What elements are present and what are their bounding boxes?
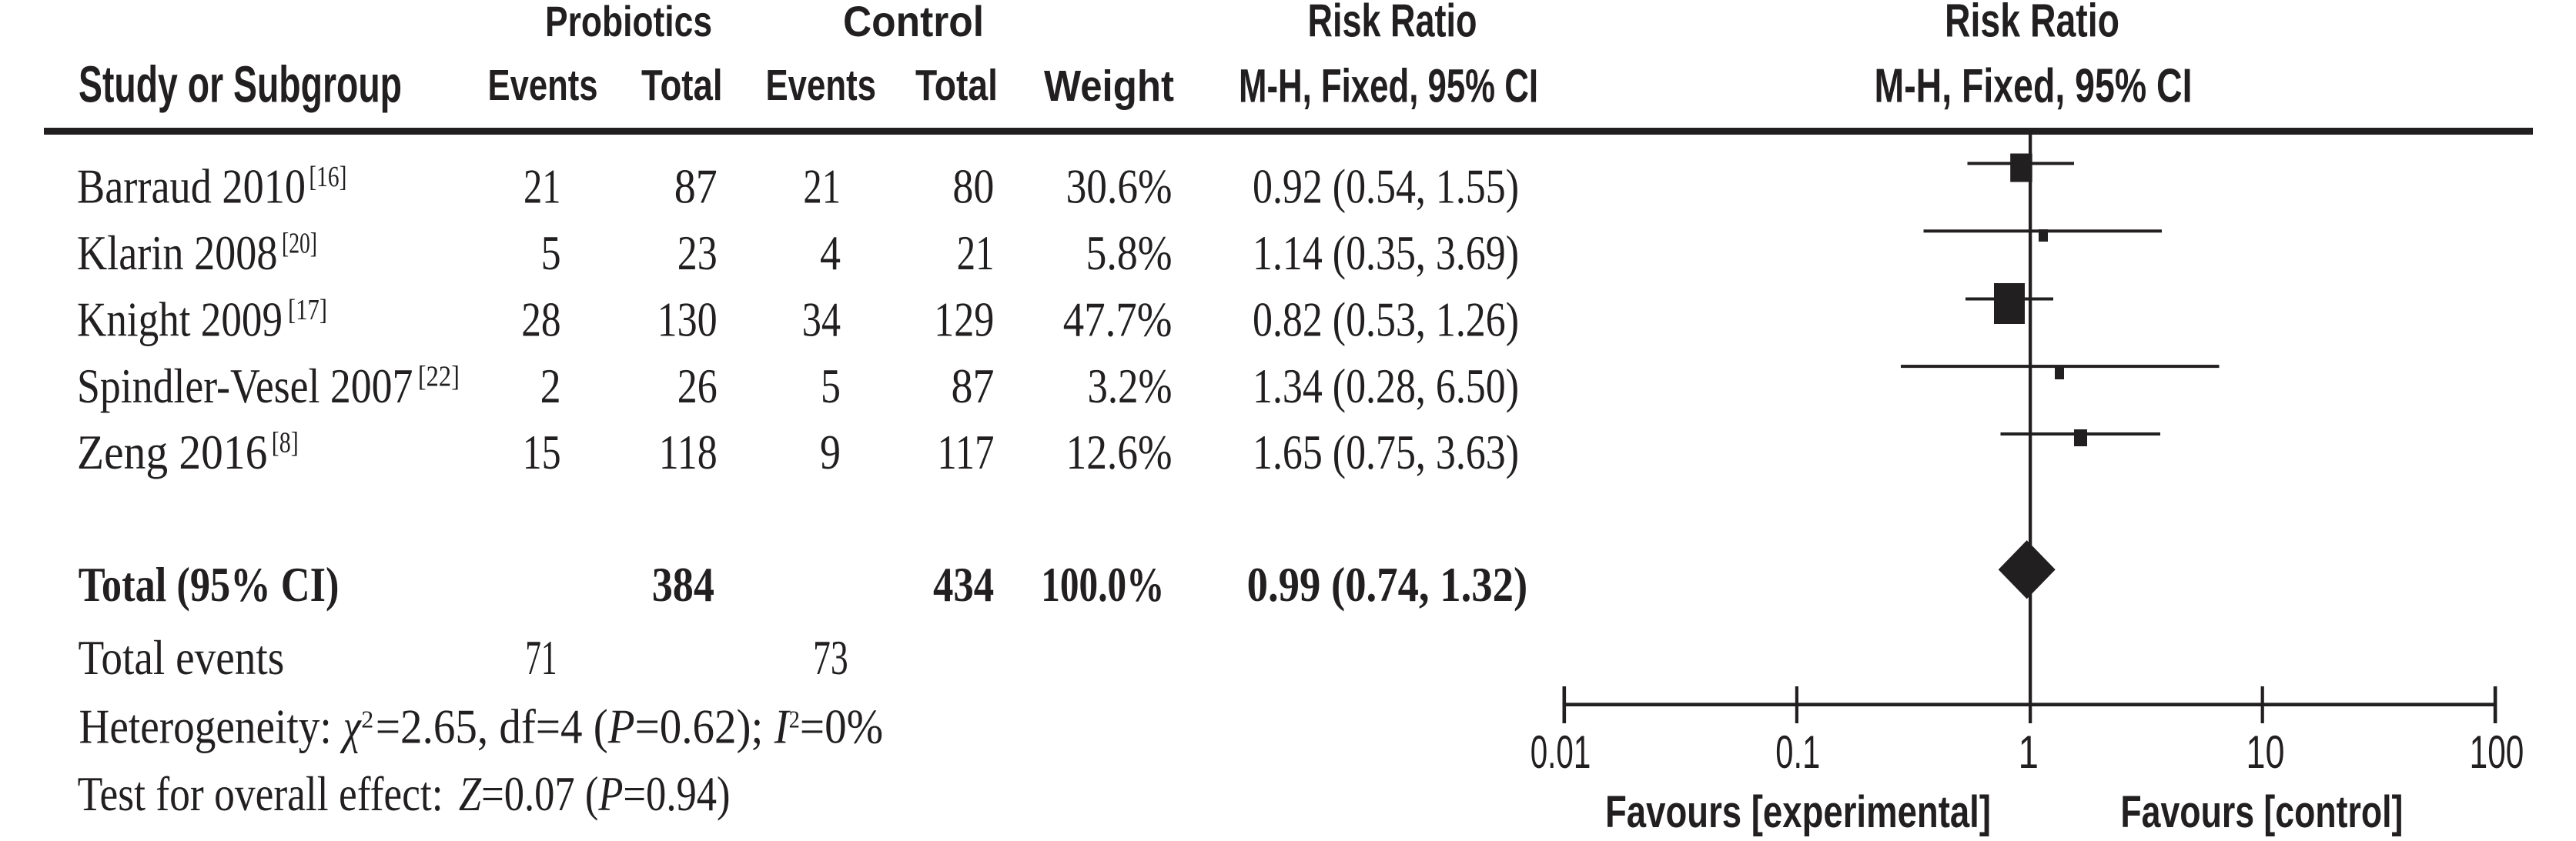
- svg-text:Favours [control]: Favours [control]: [2120, 787, 2403, 837]
- svg-text:Total: Total: [915, 61, 998, 110]
- svg-text:0.82 (0.53, 1.26): 0.82 (0.53, 1.26): [1253, 292, 1519, 347]
- svg-text:23: 23: [677, 225, 718, 280]
- svg-text:=2.65, df=4 (P=0.62); I2=0%: =2.65, df=4 (P=0.62); I2=0%: [376, 700, 883, 755]
- svg-text:21: 21: [524, 159, 561, 214]
- svg-text:80: 80: [952, 159, 994, 214]
- svg-text:2: 2: [540, 359, 561, 413]
- svg-text:2: 2: [361, 705, 373, 733]
- svg-text:21: 21: [803, 159, 841, 214]
- svg-text:[17]: [17]: [288, 294, 327, 326]
- svg-text:34: 34: [802, 292, 841, 347]
- svg-text:Z=0.07 (P=0.94): Z=0.07 (P=0.94): [459, 766, 731, 821]
- svg-text:130: 130: [657, 292, 718, 347]
- svg-text:10: 10: [2246, 726, 2285, 778]
- svg-text:1.65 (0.75, 3.63): 1.65 (0.75, 3.63): [1253, 425, 1519, 479]
- svg-text:73: 73: [813, 630, 848, 685]
- svg-text:Study or Subgroup: Study or Subgroup: [79, 56, 402, 114]
- svg-text:Events: Events: [766, 61, 877, 110]
- svg-text:0.92 (0.54, 1.55): 0.92 (0.54, 1.55): [1253, 159, 1519, 214]
- svg-text:0.1: 0.1: [1775, 726, 1820, 778]
- svg-text:[16]: [16]: [309, 161, 346, 193]
- svg-text:Favours [experimental]: Favours [experimental]: [1605, 787, 1991, 837]
- svg-text:Test for overall effect:: Test for overall effect:: [78, 766, 443, 821]
- svg-text:Probiotics: Probiotics: [545, 0, 712, 45]
- svg-text:Spindler-Vesel 2007: Spindler-Vesel 2007: [77, 359, 413, 413]
- svg-text:χ: χ: [340, 699, 362, 754]
- svg-text:384: 384: [652, 557, 714, 612]
- svg-text:26: 26: [677, 359, 718, 413]
- svg-text:Zeng 2016: Zeng 2016: [77, 425, 267, 479]
- svg-text:5: 5: [541, 225, 561, 280]
- svg-text:M-H, Fixed, 95% CI: M-H, Fixed, 95% CI: [1239, 60, 1538, 112]
- svg-text:28: 28: [521, 292, 560, 347]
- svg-text:Heterogeneity:: Heterogeneity:: [79, 699, 332, 754]
- svg-text:47.7%: 47.7%: [1063, 292, 1173, 347]
- svg-text:Total events: Total events: [79, 630, 285, 685]
- svg-text:87: 87: [952, 359, 995, 413]
- svg-text:M-H, Fixed, 95% CI: M-H, Fixed, 95% CI: [1875, 60, 2193, 113]
- svg-text:5.8%: 5.8%: [1086, 225, 1173, 280]
- svg-text:Weight: Weight: [1044, 62, 1174, 111]
- svg-text:1: 1: [2019, 726, 2039, 778]
- svg-text:Barraud 2010: Barraud 2010: [77, 159, 306, 214]
- svg-text:117: 117: [937, 425, 994, 479]
- svg-text:[8]: [8]: [272, 427, 299, 459]
- svg-text:4: 4: [820, 225, 841, 280]
- svg-text:Total (95% CI): Total (95% CI): [79, 557, 340, 612]
- svg-text:9: 9: [820, 425, 841, 479]
- svg-text:71: 71: [525, 630, 557, 685]
- svg-text:118: 118: [659, 425, 718, 479]
- svg-text:[22]: [22]: [418, 361, 460, 393]
- svg-text:Events: Events: [488, 61, 598, 110]
- svg-text:0.99 (0.74, 1.32): 0.99 (0.74, 1.32): [1247, 557, 1528, 612]
- svg-text:21: 21: [957, 225, 995, 280]
- svg-text:15: 15: [523, 425, 561, 479]
- svg-text:Risk Ratio: Risk Ratio: [1308, 0, 1477, 47]
- svg-text:1.14 (0.35, 3.69): 1.14 (0.35, 3.69): [1253, 225, 1519, 280]
- svg-text:100.0%: 100.0%: [1041, 557, 1164, 612]
- svg-text:Total: Total: [641, 61, 723, 110]
- svg-text:Control: Control: [843, 0, 984, 45]
- svg-text:12.6%: 12.6%: [1066, 425, 1173, 479]
- svg-text:100: 100: [2470, 726, 2524, 778]
- svg-text:1.34 (0.28, 6.50): 1.34 (0.28, 6.50): [1253, 359, 1519, 413]
- svg-text:3.2%: 3.2%: [1088, 359, 1173, 413]
- svg-text:434: 434: [933, 557, 994, 612]
- svg-text:Risk Ratio: Risk Ratio: [1945, 0, 2119, 47]
- svg-text:[20]: [20]: [282, 228, 317, 260]
- svg-text:30.6%: 30.6%: [1066, 159, 1173, 214]
- svg-text:87: 87: [674, 159, 718, 214]
- svg-text:Knight 2009: Knight 2009: [77, 292, 283, 347]
- svg-text:Klarin 2008: Klarin 2008: [77, 225, 278, 280]
- svg-text:0.01: 0.01: [1531, 726, 1591, 778]
- svg-text:5: 5: [821, 359, 841, 413]
- svg-text:129: 129: [934, 292, 994, 347]
